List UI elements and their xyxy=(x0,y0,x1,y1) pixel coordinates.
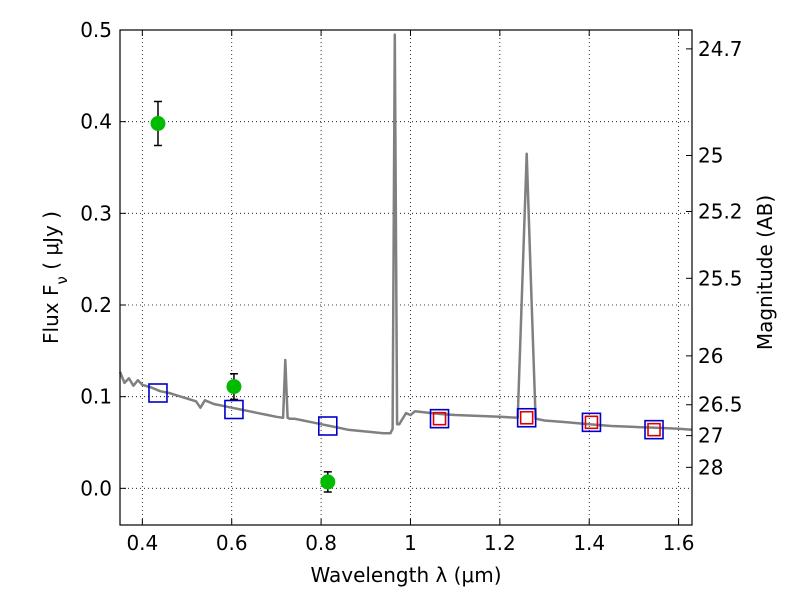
green-data-point xyxy=(320,474,336,490)
blue-square-marker xyxy=(317,416,338,436)
blue-square-marker xyxy=(516,407,537,428)
y-tick-label: 0.3 xyxy=(80,201,112,225)
y-tick-label: 0.5 xyxy=(80,18,112,42)
green-data-point xyxy=(150,116,166,131)
y-tick-label: 0.1 xyxy=(80,385,112,409)
y-axis-title: Flux Fν ( μJy ) xyxy=(39,211,71,344)
right-tick-label: 25 xyxy=(698,143,723,167)
x-tick-label: 1.6 xyxy=(663,531,695,555)
x-tick-label: 1.4 xyxy=(573,531,605,555)
red-square-marker xyxy=(519,410,534,425)
right-tick-label: 27 xyxy=(698,424,723,448)
y-tick-label: 0.4 xyxy=(80,110,112,134)
blue-square-marker xyxy=(644,419,664,440)
blue-square-marker xyxy=(148,383,168,403)
red-square-marker xyxy=(432,411,447,426)
x-tick-label: 1 xyxy=(404,531,417,555)
blue-square-marker xyxy=(429,408,450,429)
y-tick-label: 0.0 xyxy=(80,476,112,500)
plot-frame xyxy=(119,29,693,526)
right-tick-label: 25.5 xyxy=(698,266,743,290)
x-tick-label: 1.2 xyxy=(484,531,516,555)
red-square-marker xyxy=(584,415,599,430)
green-data-point xyxy=(226,379,242,395)
y-tick-label: 0.2 xyxy=(80,293,112,317)
x-tick-label: 0.8 xyxy=(305,531,337,555)
axis-ticks: 0.4 0.6 0.8 1 1.2 1.4 1.6 0.0 0.1 0.2 0.3 0.4 0.5 24.… xyxy=(80,18,742,555)
series-group xyxy=(118,33,693,493)
x-tick-label: 0.6 xyxy=(216,531,248,555)
red-square-marker xyxy=(647,422,661,437)
right-tick-label: 24.7 xyxy=(698,37,743,61)
x-tick-label: 0.4 xyxy=(126,531,158,555)
x-axis-title: Wavelength λ (μm) xyxy=(310,563,501,587)
right-axis-title: Magnitude (AB) xyxy=(753,195,777,350)
blue-square-marker xyxy=(224,399,244,420)
grid-lines xyxy=(120,29,692,525)
spectrum-line xyxy=(118,33,693,435)
right-tick-label: 26 xyxy=(698,344,723,368)
right-tick-label: 28 xyxy=(698,455,723,479)
right-tick-label: 25.2 xyxy=(698,200,743,224)
blue-square-marker xyxy=(581,412,602,433)
right-tick-label: 26.5 xyxy=(698,393,743,417)
